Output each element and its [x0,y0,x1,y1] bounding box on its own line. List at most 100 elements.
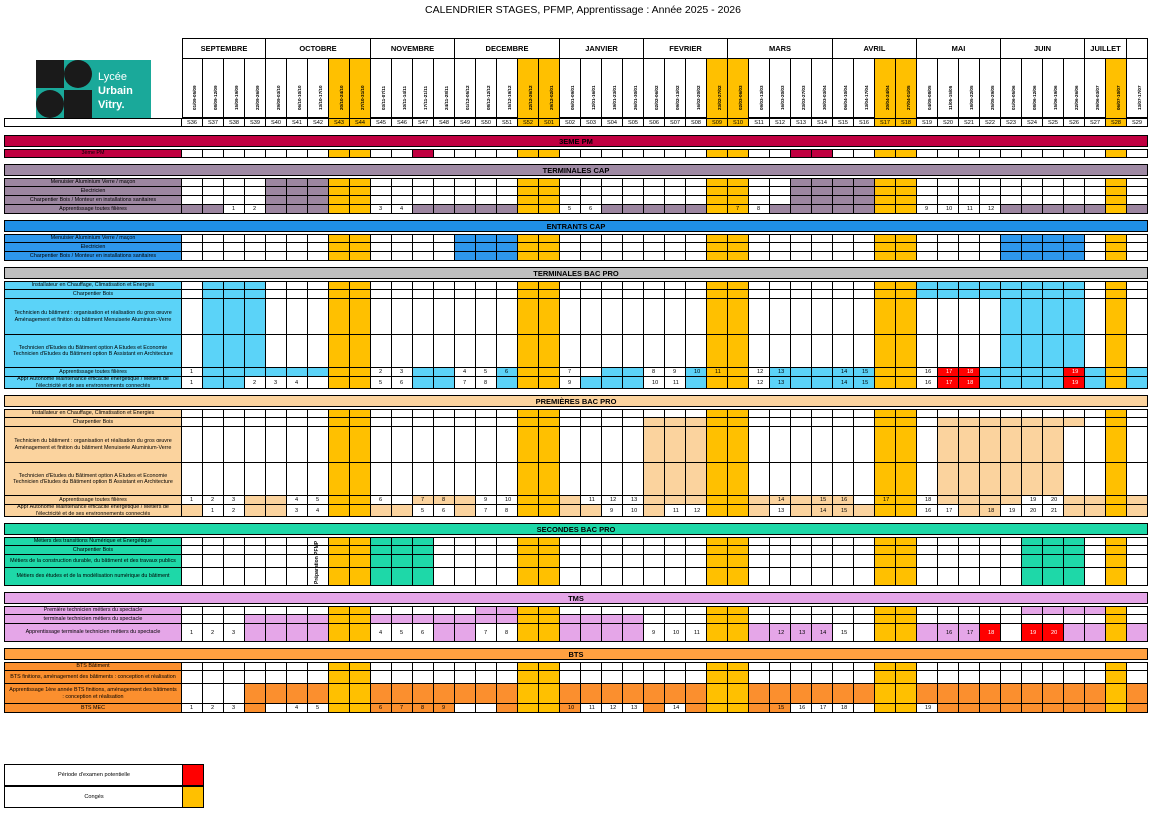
grid-cell [392,290,413,299]
grid-cell [371,196,392,205]
grid-cell [518,178,539,187]
grid-cell [287,234,308,243]
week-count: 18 [980,624,1001,642]
grid-cell [665,187,686,196]
grid-cell [539,463,560,496]
grid-cell [245,290,266,299]
week-number: S13 [791,118,812,127]
grid-cell [686,684,707,704]
grid-cell [413,290,434,299]
grid-cell [413,671,434,684]
row-label: Charpentier Bois / Monteur en installati… [4,196,182,205]
grid-cell [350,427,371,463]
grid-cell [875,671,896,684]
week-number: S04 [602,118,623,127]
grid-cell [833,568,854,586]
grid-cell [812,568,833,586]
grid-cell [182,505,203,517]
grid-cell [833,205,854,214]
grid-cell [644,149,665,158]
week-count: 2 [371,368,392,377]
grid-cell [896,496,917,505]
grid-cell [203,335,224,368]
grid-cell [1022,568,1043,586]
grid-cell [182,555,203,568]
grid-cell [497,205,518,214]
grid-cell [560,335,581,368]
grid-cell [1127,243,1148,252]
grid-cell [245,252,266,261]
grid-cell [266,671,287,684]
week-count: 9 [644,624,665,642]
grid-cell [623,290,644,299]
grid-cell [686,704,707,713]
week-count: 13 [623,496,644,505]
date-label: 15/12-19/12 [507,85,512,110]
grid-cell [497,187,518,196]
week-count: 16 [938,624,959,642]
grid-cell [1085,496,1106,505]
grid-cell [539,187,560,196]
grid-cell [455,496,476,505]
week-number: S11 [749,118,770,127]
week-number: S26 [1064,118,1085,127]
grid-cell [770,409,791,418]
grid-cell [1064,187,1085,196]
grid-cell [392,281,413,290]
grid-cell [1022,606,1043,615]
grid-cell [959,409,980,418]
grid-cell [581,290,602,299]
grid-cell [917,409,938,418]
grid-cell [392,178,413,187]
grid-cell [350,568,371,586]
grid-cell [875,615,896,624]
grid-cell [938,427,959,463]
grid-cell [770,606,791,615]
grid-cell [959,178,980,187]
grid-cell [308,187,329,196]
grid-cell [980,555,1001,568]
grid-cell [1127,537,1148,546]
grid-cell [1064,662,1085,671]
grid-cell [896,615,917,624]
grid-cell [623,427,644,463]
grid-cell [1127,299,1148,335]
row-label: Technicien du bâtiment : organisation et… [4,299,182,335]
grid-cell [875,290,896,299]
grid-cell [791,234,812,243]
grid-cell [581,234,602,243]
grid-cell [497,234,518,243]
week-count: 11 [686,624,707,642]
grid-cell [896,463,917,496]
grid-cell [203,409,224,418]
week-count: 10 [623,505,644,517]
grid-cell [434,243,455,252]
date-cell: 23/02-27/02 [707,59,728,118]
grid-cell [686,377,707,389]
grid-cell [896,546,917,555]
grid-cell [434,418,455,427]
week-count: 8 [413,704,434,713]
week-number: S47 [413,118,434,127]
grid-cell [749,606,770,615]
grid-cell [455,615,476,624]
grid-cell [1106,243,1127,252]
grid-cell [1043,290,1064,299]
grid-cell [287,335,308,368]
month-header: OCTOBRE [266,38,371,59]
grid-cell [1127,178,1148,187]
grid-cell [1043,281,1064,290]
grid-cell [518,196,539,205]
grid-cell [602,335,623,368]
grid-cell [644,409,665,418]
row-label: Métiers des transitions Numérique et Ene… [4,537,182,546]
grid-cell [560,418,581,427]
date-cell: 22/09-26/09 [245,59,266,118]
grid-cell [1127,671,1148,684]
grid-cell [644,299,665,335]
week-count: 6 [371,496,392,505]
grid-cell [329,624,350,642]
grid-cell [644,427,665,463]
grid-cell [770,463,791,496]
grid-cell [1127,196,1148,205]
